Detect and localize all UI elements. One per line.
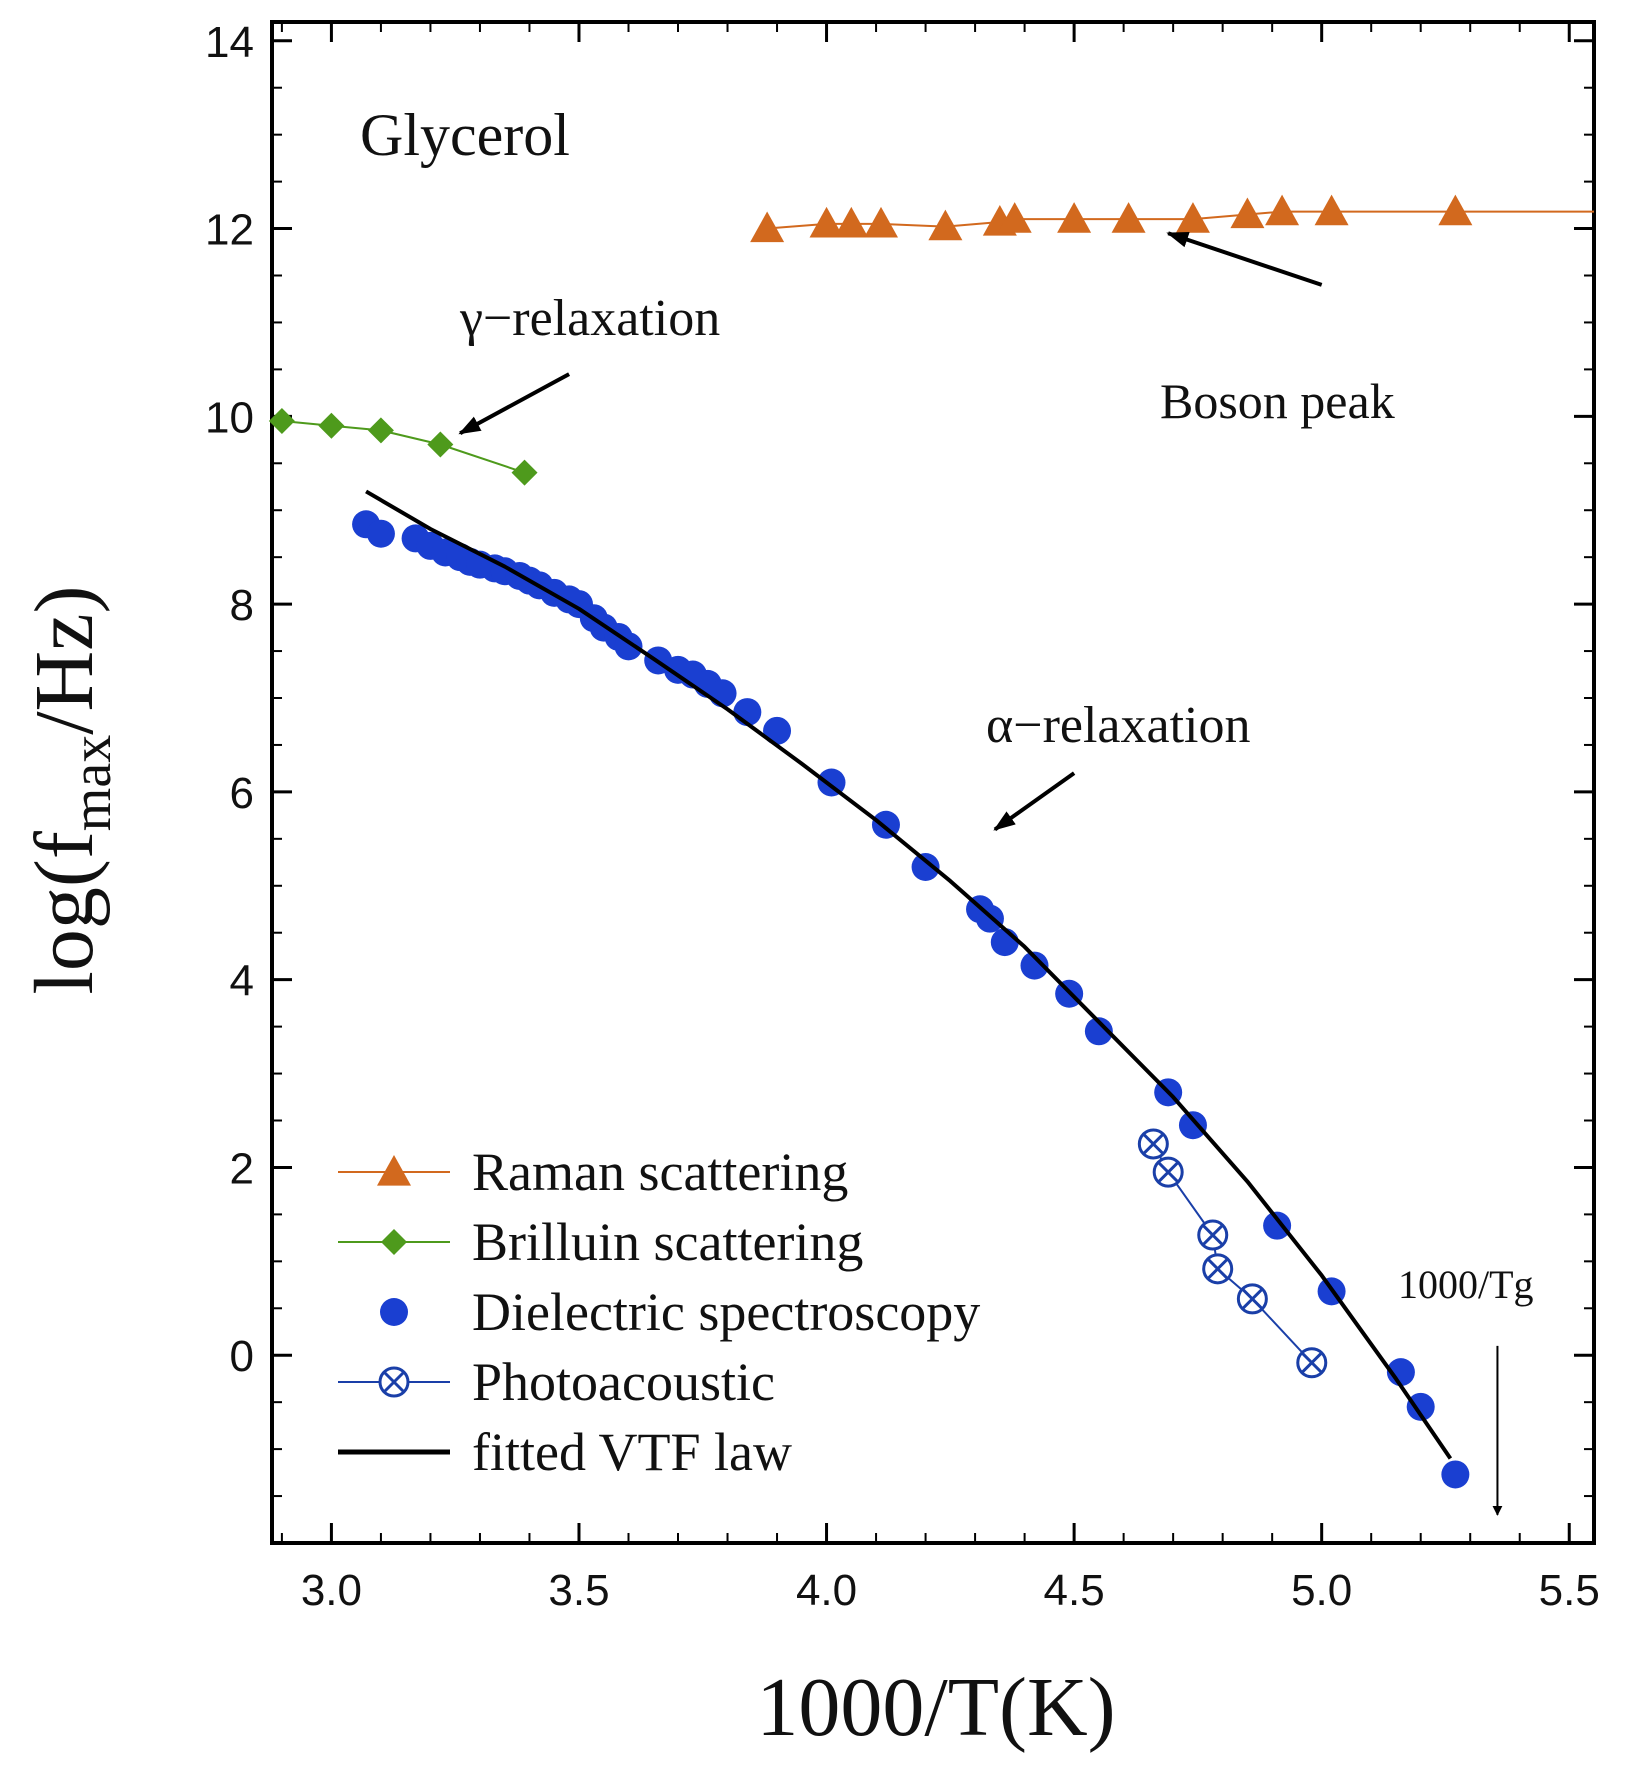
legend-marker (378, 1366, 410, 1398)
raman-scattering-point (1057, 202, 1092, 233)
raman-scattering-point (928, 209, 963, 241)
annotation-label: α−relaxation (986, 697, 1250, 754)
brilluin-scattering-point (318, 412, 345, 439)
legend-marker (377, 1155, 411, 1186)
annotation-arrow (458, 372, 571, 435)
brilluin-scattering-line (281, 420, 525, 474)
raman-scattering-point (1314, 194, 1349, 226)
legend-label: Dielectric spectroscopy (472, 1282, 980, 1342)
plot-frame (270, 20, 1596, 1545)
chart-title: Glycerol (360, 102, 570, 168)
dielectric-spectroscopy-point (1406, 1392, 1435, 1421)
dielectric-spectroscopy-point (1263, 1211, 1292, 1240)
dielectric-spectroscopy-point (1084, 1017, 1113, 1046)
x-tick-label: 3.5 (548, 1566, 609, 1615)
legend-label: fitted VTF law (472, 1422, 792, 1482)
axis-ticks: 3.0 3.5 4.0 4.5 5.0 5.5 0 2 4 6 8 10 12 14 (205, 18, 1600, 1615)
y-tick-label: 2 (230, 1144, 254, 1193)
legend-item-brilluin-scattering: Brilluin scattering (338, 1212, 863, 1272)
y-tick-label: 8 (230, 581, 254, 630)
annotation-arrow (993, 771, 1076, 832)
legend-item-dielectric-spectroscopy: Dielectric spectroscopy (380, 1282, 980, 1342)
x-tick-label: 3.0 (301, 1566, 362, 1615)
annotation-label: γ−relaxation (459, 290, 720, 347)
x-tick-label: 4.0 (796, 1566, 857, 1615)
photoacoustic-point (1197, 1219, 1229, 1251)
brilluin-scattering-point (268, 408, 295, 435)
annotations: γ−relaxation Boson peak α−relaxation 1000/T… (458, 231, 1534, 1516)
circle-x-cross (1241, 1288, 1263, 1310)
brilluin-scattering-point (427, 431, 454, 458)
brilluin-scattering-point (367, 417, 394, 444)
raman-scattering-point (864, 206, 899, 238)
circle-x-cross (1157, 1161, 1179, 1183)
raman-scattering-point (750, 211, 785, 243)
legend-label: Brilluin scattering (472, 1212, 863, 1272)
legend-item-raman-scattering: Raman scattering (338, 1142, 848, 1202)
series-fitted-vtf-law (365, 489, 1453, 1460)
raman-scattering-point (809, 206, 844, 238)
circle-x-cross (1202, 1224, 1224, 1246)
raman-scattering-point (1438, 194, 1473, 226)
legend-item-fitted-vtf-law: fitted VTF law (338, 1422, 792, 1482)
series-raman-scattering (750, 194, 1594, 243)
annotation-label: 1000/Tg (1398, 1262, 1534, 1307)
photoacoustic-point (1236, 1283, 1268, 1315)
raman-scattering-point (1175, 202, 1210, 233)
series-brilluin-scattering (268, 408, 538, 486)
dielectric-spectroscopy-point (1441, 1460, 1470, 1489)
x-tick-label: 5.0 (1291, 1566, 1352, 1615)
dielectric-spectroscopy-point (990, 928, 1019, 957)
dielectric-spectroscopy-point (708, 679, 737, 708)
circle-x-cross (1207, 1258, 1229, 1280)
x-tick-label: 5.5 (1539, 1566, 1600, 1615)
circle-x-cross (1301, 1352, 1323, 1374)
y-axis-label-pre: log(f (18, 831, 111, 994)
brilluin-scattering-point (511, 459, 538, 486)
series-photoacoustic (1137, 1128, 1328, 1379)
raman-scattering-point (997, 202, 1032, 233)
circle-x-cross (383, 1371, 405, 1393)
dielectric-spectroscopy-point (1178, 1111, 1207, 1140)
plot-border (270, 20, 1596, 1545)
fitted-vtf-law-line (365, 489, 1453, 1460)
dielectric-spectroscopy-point (366, 519, 395, 548)
y-axis-label-sub: max (61, 735, 123, 831)
dielectric-spectroscopy-point (1020, 951, 1049, 980)
dielectric-spectroscopy-point (763, 716, 792, 745)
annotation-label: Boson peak (1160, 373, 1395, 429)
y-tick-label: 12 (205, 206, 254, 255)
raman-scattering-point (834, 206, 869, 238)
y-tick-label: 4 (230, 957, 254, 1006)
y-tick-label: 10 (205, 393, 254, 442)
photoacoustic-point (1296, 1347, 1328, 1379)
legend-marker (381, 1229, 407, 1255)
raman-scattering-point (1230, 197, 1265, 229)
raman-scattering-point (1265, 194, 1300, 226)
y-tick-label: 14 (205, 18, 254, 67)
y-axis-label: log(fmax/Hz) (18, 586, 123, 995)
photoacoustic-point (1202, 1253, 1234, 1285)
legend-marker (380, 1298, 408, 1326)
photoacoustic-point (1152, 1156, 1184, 1188)
dielectric-spectroscopy-point (911, 853, 940, 881)
annotation-arrow (1166, 231, 1323, 287)
raman-scattering-point (1111, 202, 1146, 233)
y-tick-label: 0 (230, 1332, 254, 1381)
legend-label: Photoacoustic (472, 1352, 775, 1412)
x-axis-label: 1000/T(K) (756, 1661, 1115, 1754)
y-axis-label-post: /Hz) (18, 586, 111, 735)
legend-label: Raman scattering (472, 1142, 848, 1202)
x-tick-label: 4.5 (1044, 1566, 1105, 1615)
series-layer (268, 194, 1594, 1489)
photoacoustic-point (1137, 1128, 1169, 1160)
circle-x-cross (1142, 1133, 1164, 1155)
y-tick-label: 6 (230, 769, 254, 818)
legend-item-photoacoustic: Photoacoustic (338, 1352, 775, 1412)
legend: Raman scattering Brilluin scattering Diele… (338, 1142, 980, 1482)
